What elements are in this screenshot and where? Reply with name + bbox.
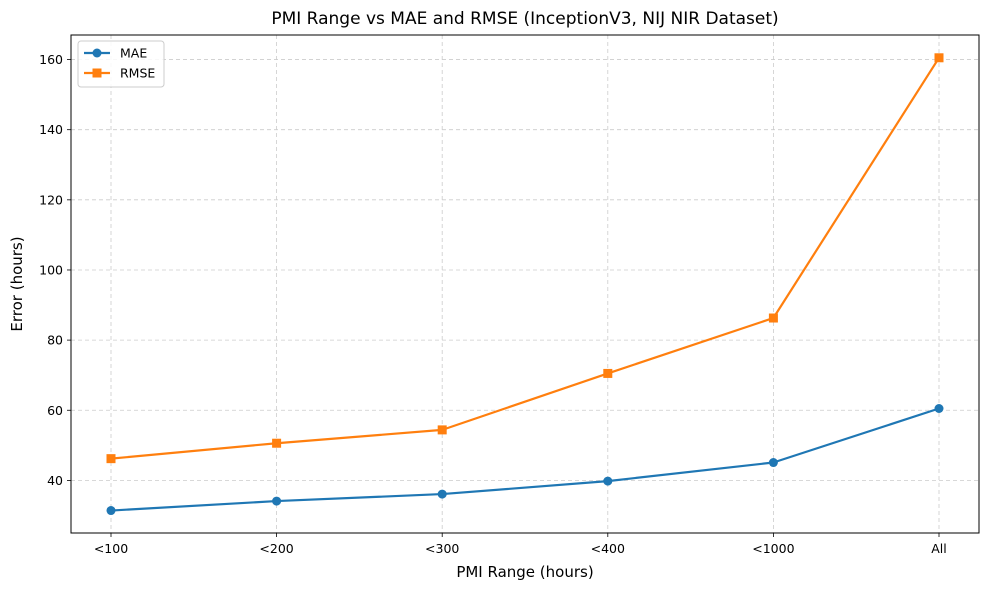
y-axis: 40 60 80 100 120 140 160 — [39, 52, 71, 488]
plot-frame — [70, 34, 980, 534]
legend-label: RMSE — [120, 66, 155, 81]
series-mae — [106, 404, 944, 516]
x-tick-label: <200 — [259, 541, 293, 556]
data-point — [272, 438, 282, 448]
y-tick-label: 80 — [47, 333, 63, 348]
y-tick-label: 100 — [39, 262, 63, 277]
x-tick-label: <400 — [591, 541, 625, 556]
series-layer — [106, 53, 944, 516]
data-point — [934, 404, 944, 413]
series-line — [110, 407, 940, 512]
y-tick-label: 140 — [39, 122, 63, 137]
y-tick-label: 60 — [47, 403, 63, 418]
series-rmse — [106, 53, 944, 464]
legend-marker — [92, 68, 102, 78]
data-point — [768, 313, 778, 323]
x-tick-label: <300 — [425, 541, 459, 556]
data-point — [603, 368, 613, 378]
grid — [71, 35, 979, 533]
data-point — [106, 454, 116, 464]
legend-item-mae: MAE — [84, 46, 147, 61]
data-point — [768, 458, 778, 468]
x-axis-label: PMI Range (hours) — [456, 563, 593, 581]
x-tick-label: All — [931, 541, 947, 556]
legend-item-rmse: RMSE — [84, 66, 155, 81]
y-axis-label: Error (hours) — [8, 236, 26, 331]
x-tick-label: <1000 — [752, 541, 794, 556]
x-tick-label: <100 — [94, 541, 128, 556]
legend: MAE RMSE — [77, 40, 165, 88]
y-tick-label: 40 — [47, 473, 63, 488]
chart-title: PMI Range vs MAE and RMSE (InceptionV3, … — [271, 9, 778, 29]
data-point — [106, 506, 116, 516]
series-line — [110, 57, 940, 460]
y-tick-label: 120 — [39, 192, 63, 207]
x-axis: <100 <200 <300 <400 <1000 All — [94, 533, 947, 556]
y-tick-label: 160 — [39, 52, 63, 67]
data-point — [437, 489, 447, 499]
data-point — [272, 496, 282, 506]
data-point — [603, 476, 613, 486]
legend-marker — [92, 48, 102, 58]
data-point — [934, 53, 944, 63]
legend-label: MAE — [120, 46, 147, 61]
data-point — [437, 425, 447, 435]
